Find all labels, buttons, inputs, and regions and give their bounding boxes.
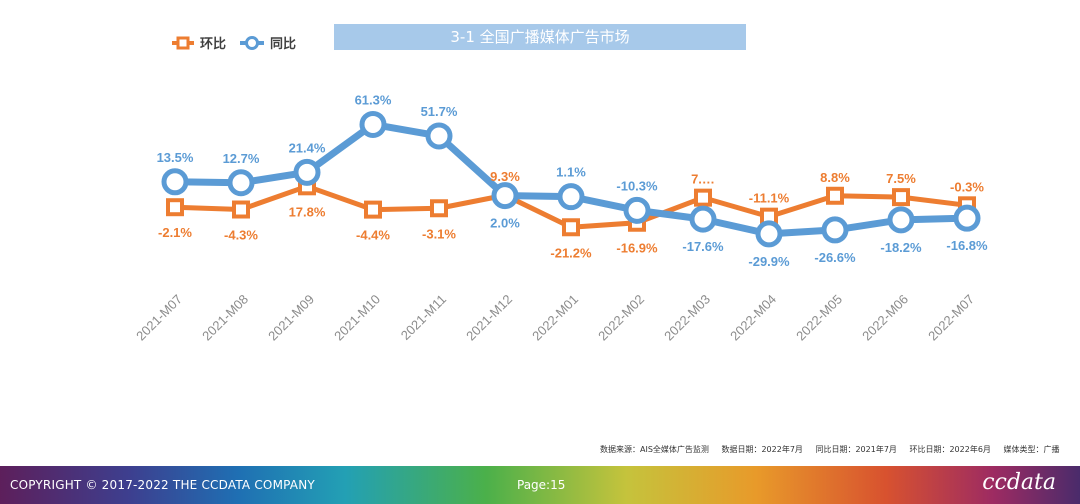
mom-point xyxy=(826,186,844,205)
x-tick-label: 2021-M08 xyxy=(199,292,251,344)
mom-data-label: -3.1% xyxy=(422,226,456,241)
footer-bar: COPYRIGHT © 2017-2022 THE CCDATA COMPANY… xyxy=(0,466,1080,504)
x-tick-label: 2022-M07 xyxy=(925,292,977,344)
ccdata-logo: ccdata xyxy=(982,470,1056,495)
mom-data-label: 17.8% xyxy=(289,204,326,219)
mom-data-label: -0.3% xyxy=(950,179,984,194)
mom-date-text: 环比日期：2022年6月 xyxy=(909,445,991,454)
legend: 环比 同比 xyxy=(172,36,296,51)
mom-data-label: 8.8% xyxy=(820,170,850,185)
yoy-data-label: 13.5% xyxy=(157,150,194,165)
mom-data-label: -2.1% xyxy=(158,225,192,240)
mom-data-label: -4.4% xyxy=(356,228,390,243)
yoy-point xyxy=(755,220,783,248)
yoy-data-label: 12.7% xyxy=(223,151,260,166)
x-tick-label: 2022-M06 xyxy=(859,292,911,344)
yoy-point xyxy=(161,168,189,196)
source-note: 数据来源：AIS全媒体广告监测 数据日期：2022年7月 同比日期：2021年7… xyxy=(600,444,1069,455)
mom-point xyxy=(892,188,910,207)
data-date-text: 数据日期：2022年7月 xyxy=(721,445,803,454)
mom-data-label: -4.3% xyxy=(224,228,258,243)
yoy-point xyxy=(557,183,585,211)
yoy-point xyxy=(887,206,915,234)
x-tick-label: 2022-M04 xyxy=(727,292,779,344)
yoy-data-label: 1.1% xyxy=(556,165,586,180)
legend-yoy-label: 同比 xyxy=(270,36,296,51)
yoy-point xyxy=(359,110,387,138)
mom-point xyxy=(232,200,250,219)
x-tick-label: 2021-M07 xyxy=(133,292,185,344)
yoy-point xyxy=(491,182,519,210)
mom-point xyxy=(364,200,382,219)
chart-title: 3-1 全国广播媒体广告市场 xyxy=(334,24,746,50)
yoy-point xyxy=(293,158,321,186)
x-tick-label: 2022-M01 xyxy=(529,292,581,344)
mom-point xyxy=(166,198,184,217)
x-tick-label: 2021-M12 xyxy=(463,292,515,344)
yoy-point xyxy=(623,196,651,224)
legend-mom-label: 环比 xyxy=(200,36,226,51)
yoy-data-label: -16.8% xyxy=(946,238,988,253)
mom-point xyxy=(562,218,580,237)
mom-point xyxy=(430,199,448,218)
mom-data-label: 9.3% xyxy=(490,169,520,184)
yoy-point xyxy=(953,204,981,232)
yoy-data-label: 21.4% xyxy=(289,140,326,155)
mom-data-label: -16.9% xyxy=(616,241,658,256)
yoy-data-label: -10.3% xyxy=(616,178,658,193)
yoy-data-label: -29.9% xyxy=(748,254,790,269)
yoy-point xyxy=(425,122,453,150)
x-tick-label: 2022-M03 xyxy=(661,292,713,344)
media-type-text: 媒体类型：广播 xyxy=(1003,445,1060,454)
yoy-date-text: 同比日期：2021年7月 xyxy=(815,445,897,454)
yoy-data-label: -26.6% xyxy=(814,250,856,265)
yoy-data-label: -17.6% xyxy=(682,239,724,254)
x-tick-label: 2022-M02 xyxy=(595,292,647,344)
mom-data-label: 7.5% xyxy=(886,171,916,186)
mom-point xyxy=(694,188,712,207)
series-yoy xyxy=(161,110,981,248)
legend-yoy-marker xyxy=(245,36,259,50)
x-tick-label: 2022-M05 xyxy=(793,292,845,344)
yoy-data-label: -18.2% xyxy=(880,240,922,255)
yoy-point xyxy=(689,205,717,233)
yoy-data-label: 61.3% xyxy=(355,92,392,107)
yoy-data-label: 2.0% xyxy=(490,216,520,231)
copyright-text: COPYRIGHT © 2017-2022 THE CCDATA COMPANY xyxy=(10,478,315,492)
data-source-text: 数据来源：AIS全媒体广告监测 xyxy=(600,445,709,454)
mom-data-label: -11.1% xyxy=(749,191,790,206)
yoy-point xyxy=(821,216,849,244)
mom-data-label: 7.… xyxy=(691,172,715,187)
mom-data-label: -21.2% xyxy=(550,245,592,260)
yoy-point xyxy=(227,169,255,197)
yoy-data-label: 51.7% xyxy=(421,104,458,119)
x-tick-label: 2021-M11 xyxy=(398,292,449,343)
x-tick-label: 2021-M09 xyxy=(265,292,317,344)
page-number: Page:15 xyxy=(517,478,566,492)
legend-mom-marker xyxy=(176,36,190,50)
x-tick-label: 2021-M10 xyxy=(331,292,383,344)
